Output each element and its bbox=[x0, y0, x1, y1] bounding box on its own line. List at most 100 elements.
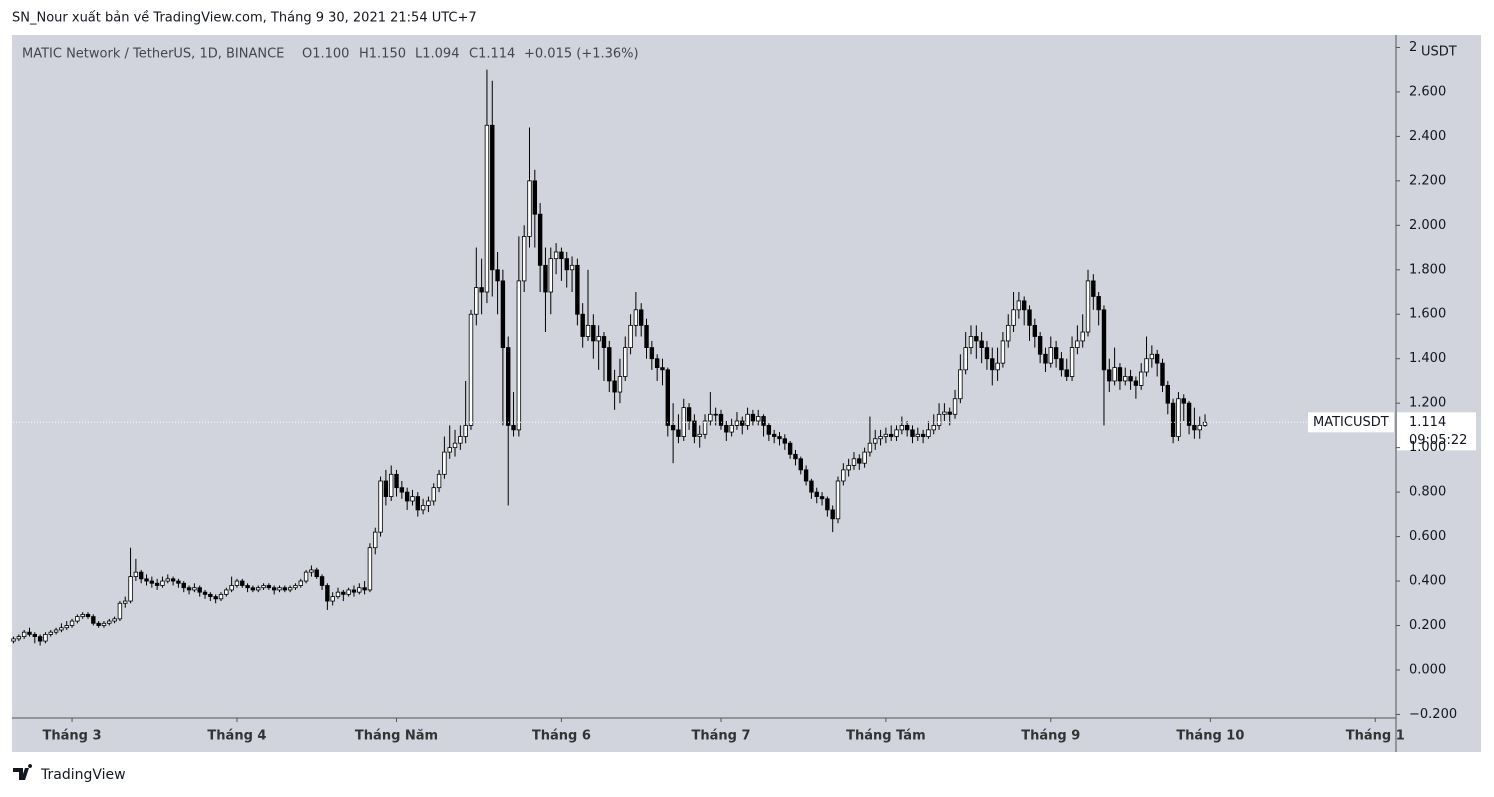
candle-body bbox=[1096, 296, 1101, 311]
candle-body bbox=[889, 433, 894, 437]
candle-body bbox=[878, 436, 883, 440]
candle-body bbox=[857, 458, 862, 464]
candle-body bbox=[378, 480, 383, 533]
candle-body bbox=[654, 358, 660, 369]
candle-body bbox=[266, 585, 272, 589]
symbol-legend: MATIC Network / TetherUS, 1D, BINANCE bbox=[22, 47, 284, 62]
candle-body bbox=[1000, 340, 1006, 364]
candle-body bbox=[920, 433, 926, 437]
candle-body bbox=[53, 629, 59, 633]
y-tick-label: 0.000 bbox=[1409, 662, 1446, 677]
x-tick-label: Tháng 6 bbox=[532, 729, 591, 744]
candle-body bbox=[1160, 362, 1165, 386]
candle-body bbox=[107, 620, 112, 624]
ohlc-legend: O1.100 H1.150 L1.094 C1.114 +0.015 (+1.36%) bbox=[302, 47, 639, 62]
candle-body bbox=[346, 589, 351, 595]
candle-body bbox=[548, 258, 553, 293]
candle-body bbox=[1059, 358, 1064, 371]
candle-body bbox=[373, 531, 378, 549]
y-tick-label: 1.200 bbox=[1409, 396, 1446, 411]
candle-body bbox=[787, 442, 793, 455]
candle-body bbox=[149, 580, 155, 584]
candle-body bbox=[37, 636, 43, 642]
candle-body bbox=[309, 569, 314, 573]
candle-body bbox=[1186, 402, 1192, 426]
candle-body bbox=[1165, 384, 1171, 404]
legend-value: L1.094 bbox=[415, 47, 459, 62]
candle-body bbox=[314, 569, 319, 577]
candle-body bbox=[1139, 371, 1144, 386]
y-tick-label: 2.600 bbox=[1409, 84, 1446, 99]
candle-body bbox=[575, 264, 580, 315]
candle-body bbox=[192, 587, 197, 591]
candle-body bbox=[394, 473, 399, 489]
candle-body bbox=[1170, 402, 1176, 437]
candle-body bbox=[208, 593, 213, 598]
candle-body bbox=[564, 258, 569, 271]
candle-body bbox=[1037, 336, 1043, 355]
candle-body bbox=[80, 613, 85, 618]
candle-body bbox=[995, 362, 1000, 371]
candle-body bbox=[85, 613, 91, 618]
candle-body bbox=[426, 500, 431, 506]
candle-body bbox=[766, 425, 772, 435]
candle-body bbox=[734, 420, 740, 426]
candle-body bbox=[59, 627, 64, 631]
candle-body bbox=[952, 398, 958, 415]
candle-body bbox=[1064, 369, 1069, 377]
candle-body bbox=[357, 587, 362, 593]
y-tick-label: 0.600 bbox=[1409, 529, 1446, 544]
candle-body bbox=[628, 324, 633, 348]
candle-body bbox=[335, 591, 341, 598]
candle-body bbox=[27, 631, 32, 635]
candle-body bbox=[617, 376, 623, 393]
candle-body bbox=[293, 585, 298, 589]
candle-body bbox=[846, 465, 851, 471]
candle-body bbox=[644, 324, 649, 348]
candle-body bbox=[612, 380, 617, 393]
candle-body bbox=[521, 236, 527, 282]
price-box bbox=[1397, 412, 1476, 451]
candle-body bbox=[1011, 309, 1016, 326]
candle-body bbox=[910, 429, 915, 437]
candle-body bbox=[947, 411, 952, 415]
candle-body bbox=[48, 631, 53, 635]
candle-body bbox=[596, 336, 601, 342]
candle-body bbox=[420, 505, 426, 511]
candle-body bbox=[580, 313, 585, 337]
candle-body bbox=[633, 309, 639, 326]
candle-body bbox=[904, 425, 910, 431]
candle-body bbox=[1021, 300, 1027, 311]
candle-body bbox=[841, 469, 846, 482]
y-tick-label: 0.800 bbox=[1409, 485, 1446, 500]
candle-body bbox=[43, 634, 48, 642]
candle-body bbox=[271, 587, 277, 591]
x-tick-label: Tháng 9 bbox=[1021, 729, 1080, 744]
candle-body bbox=[729, 425, 734, 433]
y-tick-label: 2.200 bbox=[1409, 173, 1446, 188]
candle-body bbox=[245, 585, 250, 589]
candle-body bbox=[442, 451, 447, 475]
candle-body bbox=[670, 425, 676, 431]
candle-body bbox=[713, 413, 718, 416]
candle-body bbox=[250, 587, 256, 591]
candle-body bbox=[229, 585, 234, 591]
candle-body bbox=[1133, 380, 1139, 386]
candle-body bbox=[202, 591, 208, 595]
candle-body bbox=[851, 458, 857, 466]
candle-body bbox=[1123, 376, 1128, 382]
y-tick-label: 2 bbox=[1409, 40, 1417, 55]
candle-body bbox=[537, 213, 543, 266]
candle-body bbox=[899, 425, 905, 431]
candle-body bbox=[298, 580, 303, 586]
brand-logo bbox=[13, 764, 33, 780]
candle-body bbox=[708, 413, 713, 422]
candle-body bbox=[825, 498, 830, 511]
x-tick-label: Tháng 4 bbox=[207, 729, 266, 744]
candle-body bbox=[867, 442, 873, 453]
candle-body bbox=[1006, 324, 1011, 342]
candle-body bbox=[931, 425, 936, 431]
y-tick-label: 2.400 bbox=[1409, 129, 1446, 144]
candle-body bbox=[484, 124, 490, 293]
candle-body bbox=[894, 429, 899, 437]
